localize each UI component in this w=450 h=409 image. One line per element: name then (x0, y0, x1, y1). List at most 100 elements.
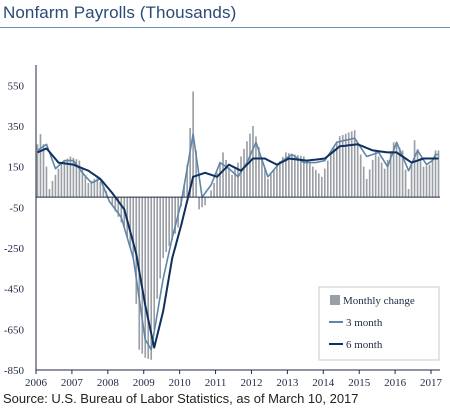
monthly-change-bar (183, 185, 185, 198)
monthly-change-bar (368, 169, 371, 198)
monthly-change-bar (344, 133, 347, 198)
monthly-change-bar (231, 174, 233, 198)
monthly-change-bar (129, 197, 132, 248)
monthly-change-bar (249, 133, 251, 198)
monthly-change-bar (270, 174, 272, 198)
monthly-change-bar (264, 168, 266, 198)
monthly-change-bar (279, 161, 281, 198)
monthly-change-bar (72, 157, 75, 198)
monthly-change-bar (69, 156, 72, 198)
legend-swatch-monthly-change (330, 295, 340, 305)
monthly-change-bar (258, 147, 260, 198)
monthly-change-bar (291, 153, 293, 198)
monthly-change-bar (195, 150, 197, 198)
x-tick-label: 2010 (169, 377, 192, 389)
monthly-change-bar (347, 132, 350, 198)
monthly-change-bar (297, 155, 299, 198)
monthly-change-bar (165, 197, 168, 253)
monthly-change-bar (198, 197, 200, 210)
monthly-change-bar (255, 136, 257, 198)
monthly-change-bar (246, 141, 248, 198)
monthly-change-bar (144, 197, 147, 358)
monthly-change-bar (150, 197, 153, 360)
monthly-change-bar (389, 151, 392, 198)
monthly-change-bar (99, 181, 102, 198)
monthly-change-bar (425, 165, 428, 198)
monthly-change-bar (335, 141, 338, 198)
monthly-change-bar (285, 152, 287, 198)
monthly-change-bar (51, 180, 54, 198)
legend-label-6-month: 6 month (346, 339, 383, 351)
monthly-change-bar (323, 168, 326, 198)
monthly-change-bar (84, 175, 87, 198)
monthly-change-bar (78, 160, 81, 198)
monthly-change-bar (398, 147, 401, 198)
x-tick-label: 2015 (348, 377, 371, 389)
legend-label-monthly-change: Monthly change (343, 295, 415, 307)
x-tick-label: 2013 (276, 377, 299, 389)
legend-label-3-month: 3 month (346, 317, 383, 329)
monthly-change-bar (320, 176, 323, 198)
monthly-change-bar (401, 150, 404, 198)
monthly-change-bar (314, 170, 317, 198)
monthly-change-bar (192, 91, 194, 198)
monthly-change-bar (174, 197, 176, 234)
monthly-change-bar (311, 166, 314, 198)
monthly-change-bar (267, 178, 269, 198)
monthly-change-bar (410, 164, 413, 198)
monthly-change-bar (141, 197, 144, 354)
y-tick-label: 550 (8, 80, 25, 92)
monthly-change-bar (222, 152, 224, 198)
title-divider (0, 27, 450, 28)
monthly-change-bar (306, 159, 308, 198)
monthly-change-bar (237, 162, 239, 198)
monthly-change-bar (431, 157, 434, 198)
monthly-change-bar (317, 173, 320, 198)
monthly-change-bar (153, 197, 156, 330)
monthly-change-bar (377, 156, 380, 198)
monthly-change-bar (350, 131, 353, 198)
monthly-change-bar (362, 166, 365, 198)
monthly-change-bar (147, 197, 150, 359)
monthly-change-bar (332, 147, 335, 198)
monthly-change-bar (93, 178, 96, 198)
monthly-change-bar (240, 156, 242, 198)
monthly-change-bar (261, 157, 263, 198)
monthly-change-bar (159, 197, 162, 279)
x-tick-label: 2008 (97, 377, 120, 389)
monthly-change-bar (308, 163, 311, 198)
x-tick-label: 2014 (312, 377, 335, 389)
monthly-change-bar (300, 155, 302, 198)
y-tick-label: -250 (4, 243, 25, 255)
monthly-change-bar (204, 197, 206, 206)
y-tick-label: -650 (4, 324, 25, 336)
x-tick-label: 2007 (61, 377, 84, 389)
monthly-change-bar (392, 142, 395, 198)
monthly-change-bar (419, 157, 422, 198)
monthly-change-bar (353, 130, 356, 198)
monthly-change-bar (66, 158, 69, 198)
monthly-change-bar (276, 165, 278, 198)
monthly-change-bar (252, 126, 254, 198)
monthly-change-bar (48, 189, 51, 198)
y-tick-label: -50 (9, 202, 24, 214)
monthly-change-bar (359, 154, 362, 198)
monthly-change-bar (326, 160, 329, 198)
monthly-change-bar (162, 197, 165, 259)
monthly-change-bar (81, 168, 84, 198)
monthly-change-bar (96, 176, 99, 198)
monthly-change-bar (422, 166, 425, 198)
monthly-change-bar (186, 164, 188, 198)
monthly-change-bar (228, 167, 230, 198)
monthly-change-bar (213, 182, 215, 198)
monthly-change-bar (114, 197, 117, 212)
monthly-change-bar (407, 189, 410, 198)
monthly-change-bar (273, 170, 275, 198)
y-tick-label: -850 (4, 365, 25, 377)
x-tick-label: 2012 (240, 377, 262, 389)
monthly-change-bar (356, 142, 359, 198)
monthly-change-bar (243, 148, 245, 198)
monthly-change-bar (39, 134, 42, 198)
six-month-line (37, 143, 439, 349)
